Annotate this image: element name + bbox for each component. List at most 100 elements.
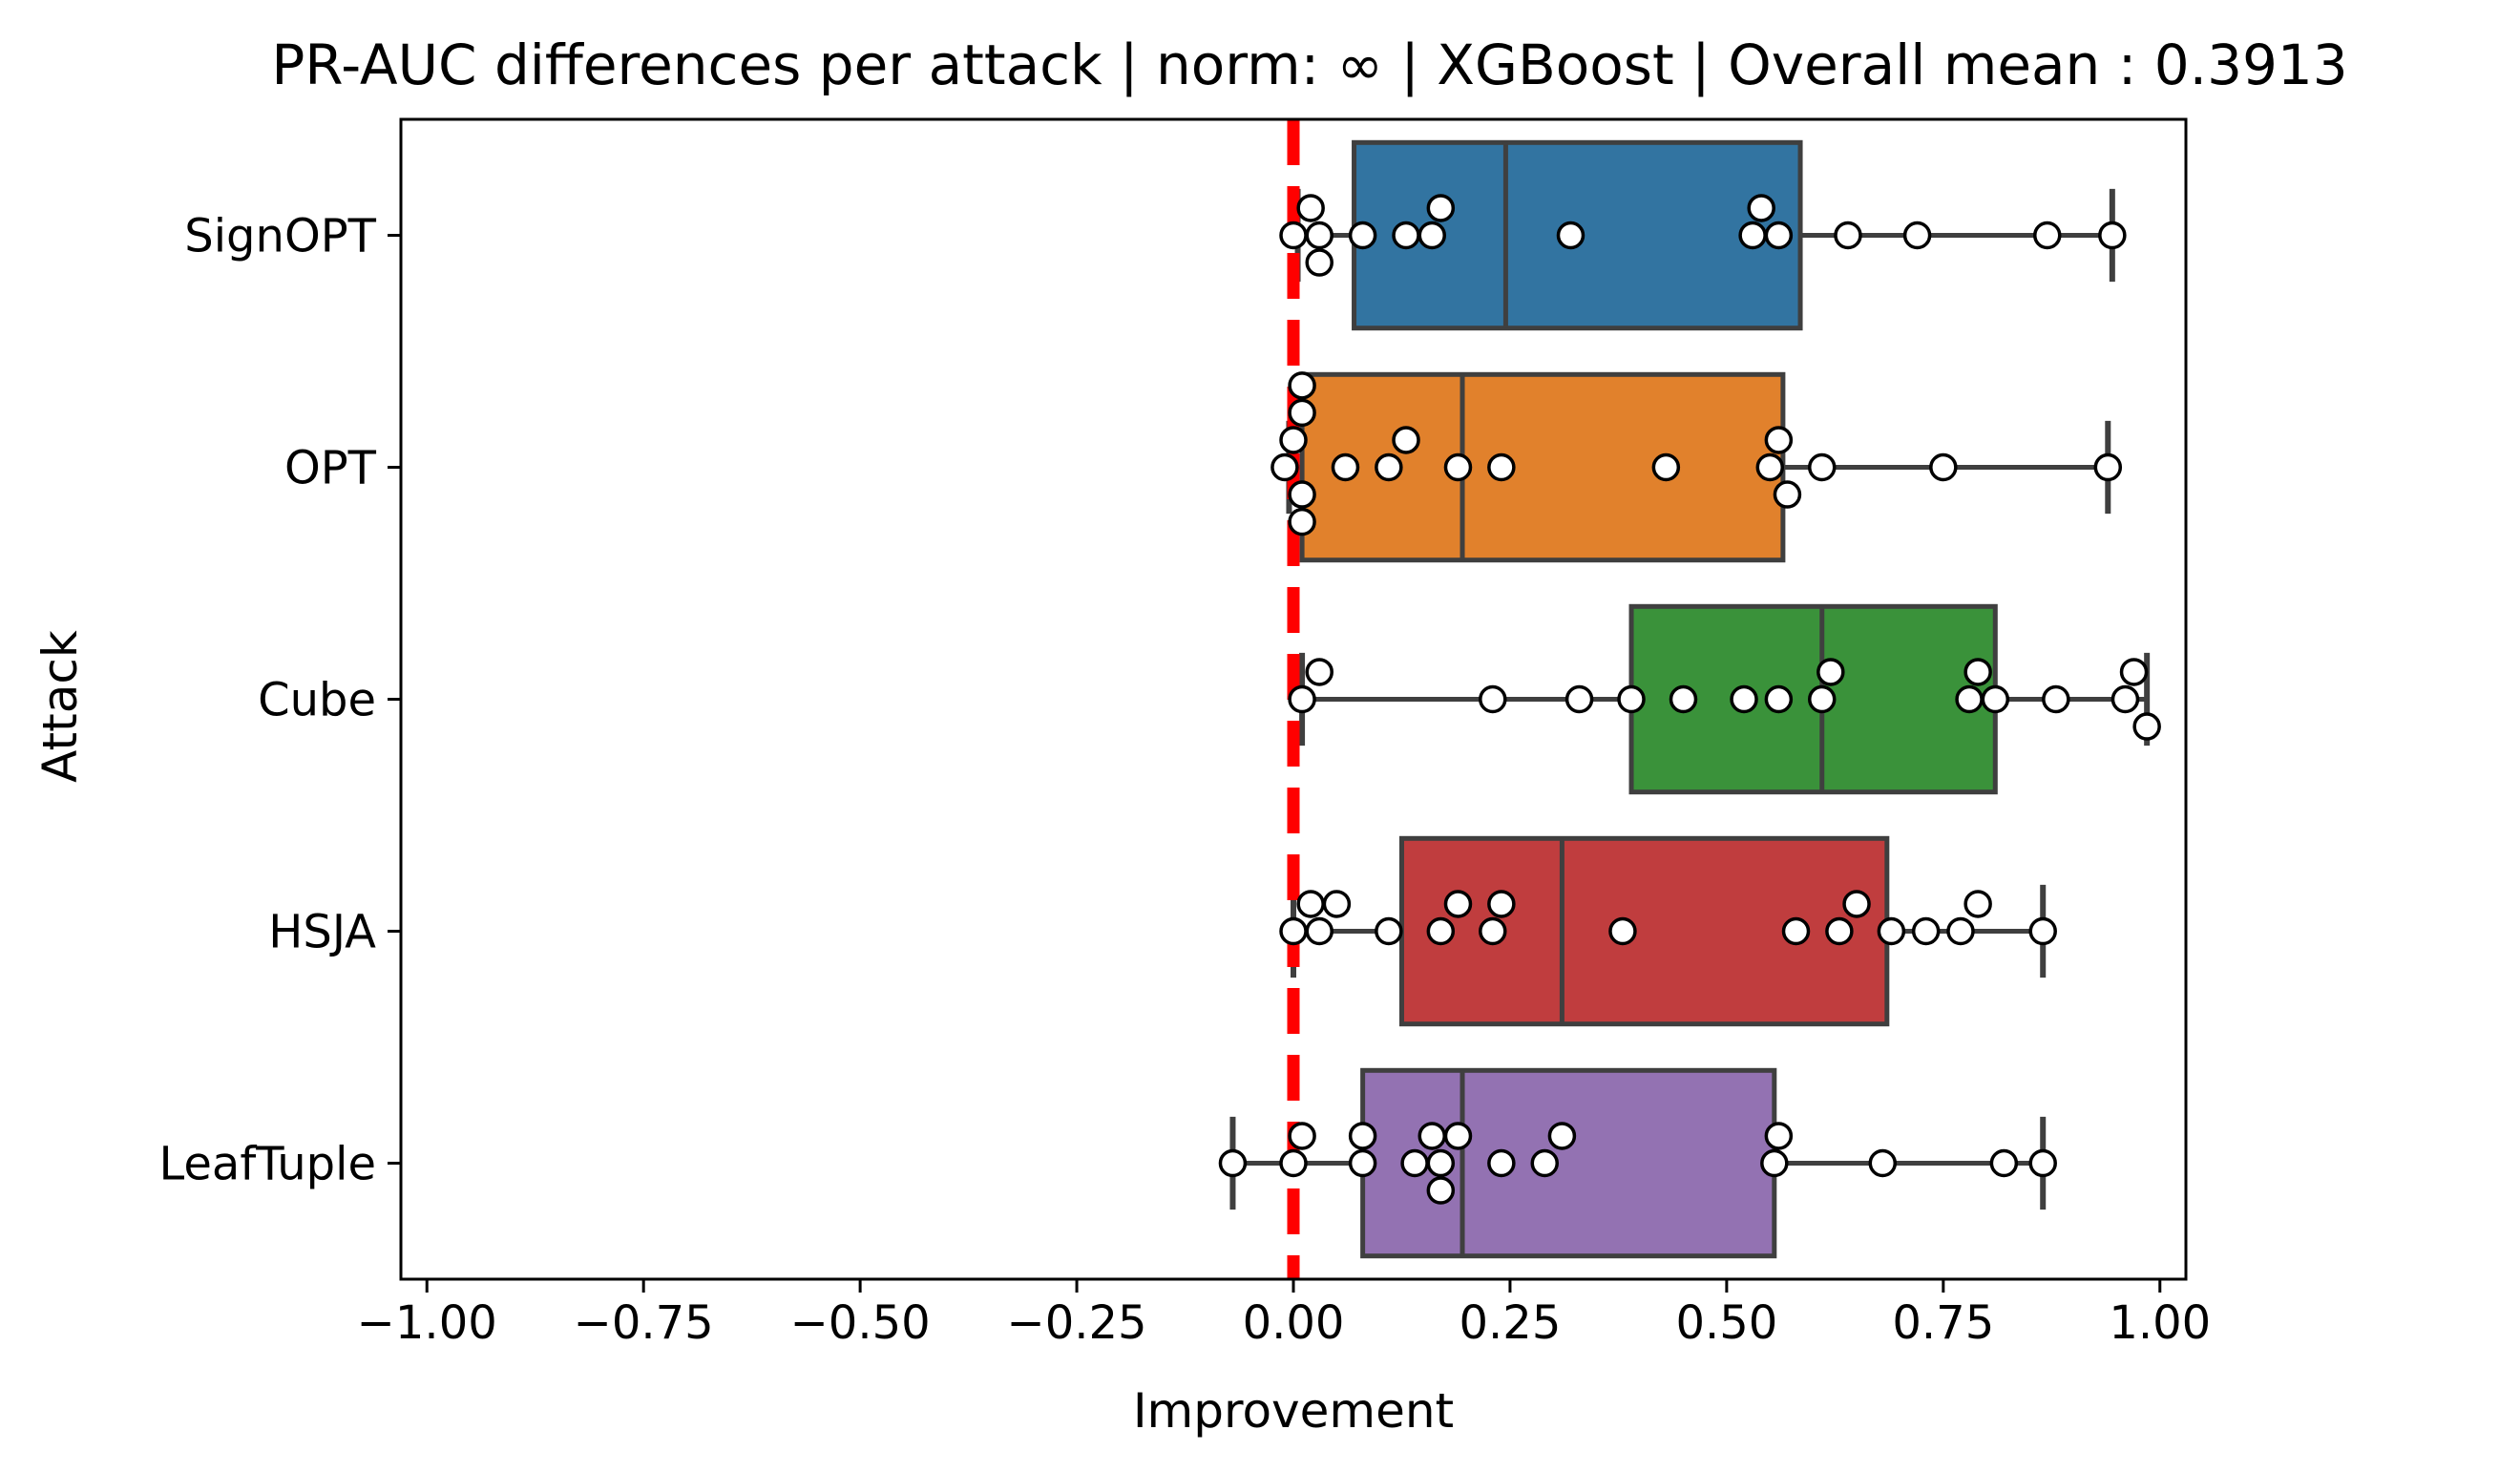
y-tick-label-leaftuple: LeafTuple [158, 1138, 376, 1191]
data-point-leaftuple [1989, 1148, 2019, 1178]
data-point-hsja [1842, 890, 1871, 918]
data-point-hsja [1305, 916, 1334, 946]
data-point-opt [1288, 398, 1316, 428]
data-point-cube [2042, 684, 2070, 714]
x-axis: −1.00 −0.75 −0.50 −0.25 0.00 0.25 0.50 0.75 1.00 [357, 1279, 2211, 1350]
data-point-hsja [1375, 916, 1403, 946]
data-point-signopt [1556, 221, 1586, 250]
data-point-signopt [1279, 221, 1308, 250]
data-point-opt [1331, 452, 1360, 482]
data-point-leaftuple [1348, 1148, 1377, 1178]
data-point-opt [1288, 480, 1316, 509]
box-group-cube [1299, 603, 2151, 795]
data-point-opt [1375, 452, 1403, 482]
y-tick-label-hsja: HSJA [268, 906, 376, 959]
data-point-leaftuple [1487, 1148, 1516, 1178]
data-point-opt [1807, 452, 1837, 482]
data-point-hsja [1426, 916, 1456, 946]
data-point-opt [1651, 452, 1681, 482]
data-point-hsja [1479, 916, 1507, 946]
data-point-leaftuple [1764, 1122, 1794, 1150]
data-point-leaftuple [1218, 1148, 1248, 1178]
data-point-cube [1669, 684, 1698, 714]
data-point-hsja [1296, 890, 1325, 918]
data-point-leaftuple [1868, 1148, 1898, 1178]
y-axis: SignOPT OPT Cube HSJA LeafTuple [158, 210, 401, 1191]
x-tick-label: −0.75 [574, 1296, 714, 1350]
data-point-hsja [1877, 916, 1906, 946]
y-tick-label-cube: Cube [258, 674, 376, 727]
data-point-leaftuple [1400, 1148, 1429, 1178]
data-point-opt [1288, 371, 1316, 400]
x-tick-label: −1.00 [357, 1296, 497, 1350]
data-point-hsja [1946, 916, 1975, 946]
x-tick-label: 0.50 [1675, 1296, 1777, 1350]
data-point-cube [1964, 658, 1992, 686]
data-point-leaftuple [1547, 1122, 1577, 1150]
data-point-hsja [1608, 916, 1637, 946]
data-point-opt [1487, 452, 1516, 482]
data-point-signopt [1392, 221, 1420, 250]
data-point-cube [1617, 684, 1646, 714]
x-tick-label: −0.25 [1007, 1296, 1147, 1350]
data-point-hsja [1825, 916, 1854, 946]
x-tick-label: 1.00 [2109, 1296, 2211, 1350]
data-point-opt [1270, 452, 1299, 482]
box-group-opt [1286, 371, 2111, 563]
data-point-cube [1955, 684, 1984, 714]
data-point-signopt [1418, 221, 1446, 250]
data-point-leaftuple [1760, 1148, 1789, 1178]
data-point-signopt [1305, 221, 1334, 250]
data-point-hsja [1911, 916, 1941, 946]
x-tick-label: 0.25 [1460, 1296, 1562, 1350]
data-point-cube [1807, 684, 1837, 714]
data-point-cube [1981, 684, 2010, 714]
chart-title: PR-AUC differences per attack | norm: ∞ … [271, 32, 2347, 97]
data-point-opt [1755, 452, 1785, 482]
data-point-signopt [1834, 221, 1862, 250]
data-point-opt [1288, 507, 1316, 536]
data-point-opt [2093, 452, 2123, 482]
box-hsja [1398, 835, 1890, 1027]
data-point-leaftuple [1426, 1148, 1456, 1178]
data-point-cube [1816, 658, 1845, 686]
data-point-signopt [1348, 221, 1377, 250]
data-point-cube [1564, 684, 1594, 714]
y-tick-label-opt: OPT [284, 442, 377, 495]
data-point-cube [1288, 684, 1316, 714]
data-point-signopt [1305, 248, 1334, 277]
x-tick-label: −0.50 [790, 1296, 931, 1350]
x-tick-label: 0.00 [1243, 1296, 1345, 1350]
data-point-cube [2132, 712, 2161, 741]
data-point-leaftuple [1530, 1148, 1560, 1178]
data-point-leaftuple [1348, 1122, 1377, 1150]
data-point-signopt [2098, 221, 2127, 250]
x-tick-label: 0.75 [1892, 1296, 1994, 1350]
data-point-leaftuple [1288, 1122, 1316, 1150]
data-point-signopt [2033, 221, 2062, 250]
data-point-signopt [1902, 221, 1932, 250]
data-point-leaftuple [2028, 1148, 2057, 1178]
box-opt [1299, 371, 1786, 563]
data-point-signopt [1426, 194, 1456, 222]
data-point-opt [1443, 452, 1473, 482]
data-point-leaftuple [1418, 1122, 1446, 1150]
y-axis-label: Attack [32, 630, 88, 783]
data-point-signopt [1747, 194, 1775, 222]
data-point-hsja [1279, 916, 1308, 946]
data-point-opt [1279, 426, 1308, 454]
data-point-signopt [1296, 194, 1325, 222]
data-point-cube [1730, 684, 1758, 714]
x-axis-label: Improvement [1133, 1383, 1454, 1439]
data-point-cube [1479, 684, 1507, 714]
data-point-cube [2119, 658, 2149, 686]
data-point-hsja [2028, 916, 2057, 946]
data-point-cube [2110, 684, 2140, 714]
data-point-hsja [1964, 890, 1992, 918]
data-point-leaftuple [1443, 1122, 1473, 1150]
data-point-signopt [1738, 221, 1767, 250]
data-point-leaftuple [1426, 1176, 1456, 1205]
data-point-hsja [1443, 890, 1473, 918]
data-point-hsja [1322, 890, 1352, 918]
